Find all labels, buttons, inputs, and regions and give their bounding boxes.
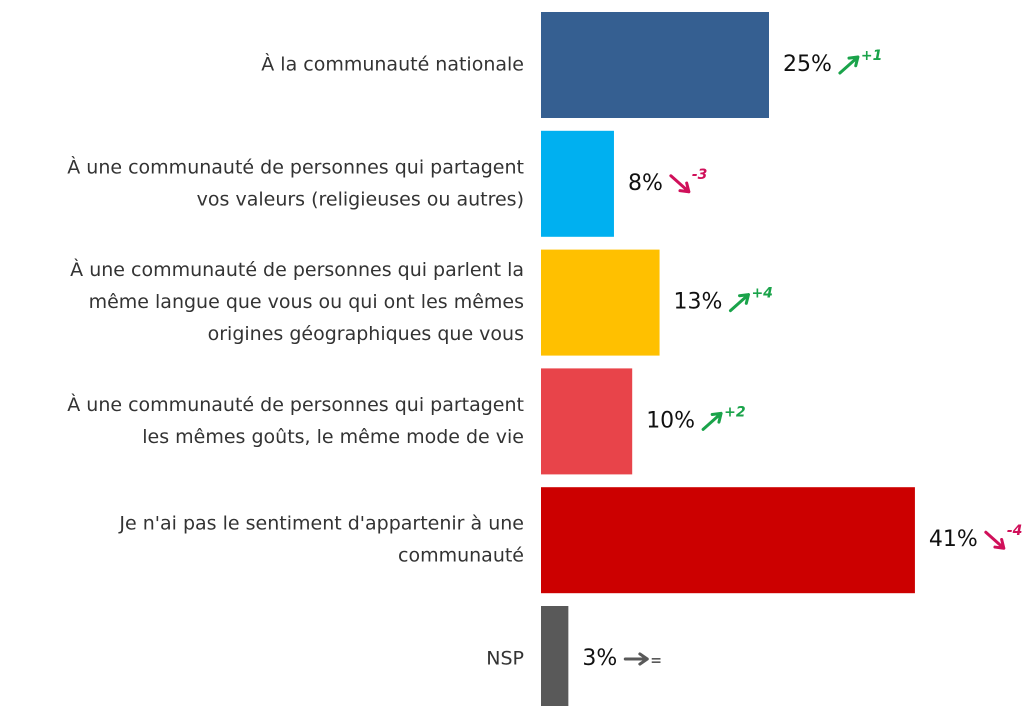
- change-label: +4: [751, 286, 772, 302]
- change-label: -3: [692, 167, 708, 183]
- trend-arrow: [701, 411, 723, 431]
- value-label: 25%: [783, 52, 832, 77]
- value-label: 8%: [628, 171, 663, 196]
- category-label: À une communauté de personnes qui partag…: [67, 393, 524, 416]
- category-label: communauté: [398, 545, 524, 567]
- bar: [541, 368, 633, 475]
- category-label: NSP: [486, 648, 524, 670]
- category-label: À la communauté nationale: [261, 53, 524, 76]
- category-label: origines géographiques que vous: [208, 323, 524, 345]
- change-label: -4: [1007, 523, 1023, 539]
- trend-arrow: [669, 174, 691, 194]
- value-label: 13%: [674, 290, 723, 315]
- trend-arrow: [623, 652, 649, 666]
- category-label: vos valeurs (religieuses ou autres): [197, 188, 524, 210]
- category-label: les mêmes goûts, le même mode de vie: [142, 426, 524, 448]
- change-label: +2: [724, 404, 745, 420]
- bar: [541, 249, 660, 356]
- change-label: =: [650, 653, 662, 669]
- bar: [541, 130, 614, 237]
- trend-arrow: [984, 530, 1006, 550]
- value-label: 41%: [929, 527, 978, 552]
- trend-arrow: [728, 293, 750, 313]
- bar: [541, 12, 769, 118]
- category-label: À une communauté de personnes qui parlen…: [70, 258, 524, 281]
- value-label: 10%: [646, 408, 695, 433]
- bar: [541, 606, 569, 706]
- category-label: Je n'ai pas le sentiment d'appartenir à …: [118, 513, 524, 535]
- bar: [541, 487, 915, 594]
- category-label: même langue que vous ou qui ont les même…: [89, 291, 524, 313]
- change-label: +1: [861, 48, 882, 64]
- category-label: À une communauté de personnes qui partag…: [67, 155, 524, 178]
- trend-arrow: [838, 55, 860, 75]
- value-label: 3%: [582, 646, 617, 671]
